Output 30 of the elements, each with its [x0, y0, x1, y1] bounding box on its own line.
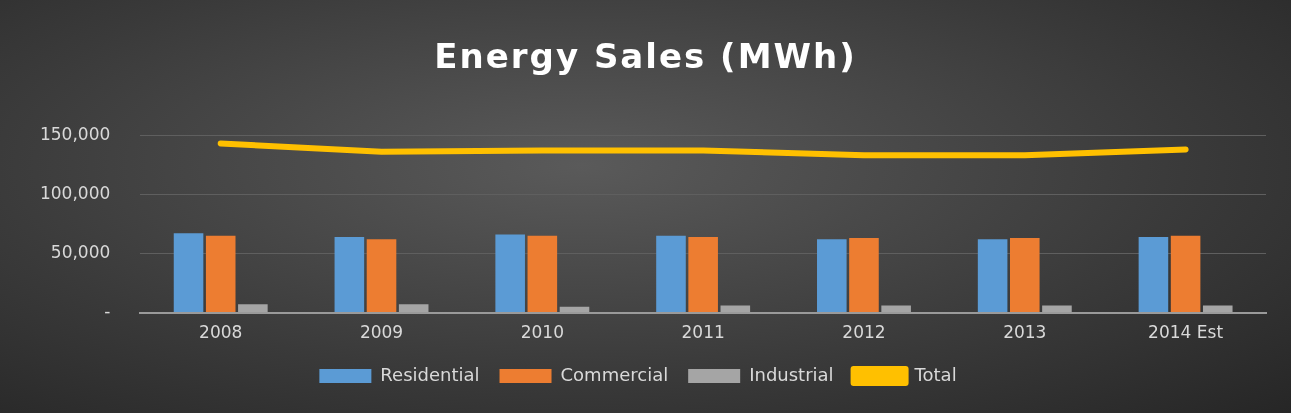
- legend-label: Commercial: [560, 363, 669, 385]
- bar: [173, 233, 204, 313]
- y-tick-label: 100,000: [39, 182, 111, 203]
- bar: [495, 234, 525, 313]
- chart-title: Energy Sales (MWh): [433, 36, 858, 76]
- x-tick-label: 2008: [199, 322, 243, 343]
- legend-label: Residential: [380, 363, 480, 385]
- x-tick-label: 2012: [842, 322, 886, 343]
- bar: [334, 236, 365, 313]
- x-tick-label: 2013: [1003, 322, 1047, 343]
- y-tick-label: 150,000: [39, 123, 111, 144]
- x-tick-label: 2009: [359, 322, 404, 343]
- legend-label: Industrial: [749, 363, 834, 385]
- bar: [366, 239, 397, 313]
- bar: [1170, 235, 1201, 313]
- bar: [205, 235, 236, 313]
- bar: [1138, 236, 1169, 313]
- bar: [527, 235, 558, 313]
- bar: [849, 238, 879, 313]
- bar: [688, 236, 718, 313]
- bar: [1009, 238, 1040, 313]
- bar: [656, 235, 686, 313]
- legend-label: Total: [913, 363, 957, 385]
- bar: [977, 239, 1008, 313]
- bar: [817, 239, 847, 313]
- x-tick-label: 2014 Est: [1148, 322, 1224, 343]
- y-tick-label: 50,000: [50, 241, 111, 262]
- x-tick-label: 2010: [520, 322, 564, 343]
- y-tick-label: -: [104, 301, 111, 322]
- x-tick-label: 2011: [681, 322, 725, 343]
